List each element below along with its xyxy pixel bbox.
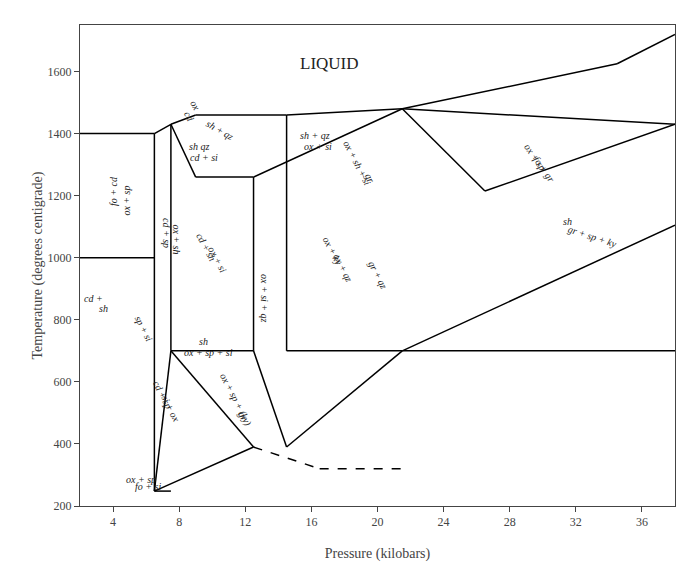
svg-text:8: 8 xyxy=(176,515,182,529)
svg-text:16: 16 xyxy=(305,515,317,529)
svg-text:gr + qz: gr + qz xyxy=(366,259,389,290)
svg-text:200: 200 xyxy=(54,499,72,513)
svg-text:1200: 1200 xyxy=(48,189,72,203)
svg-text:ox + si: ox + si xyxy=(304,141,332,152)
svg-text:ox: ox xyxy=(188,99,202,113)
svg-text:sh: sh xyxy=(199,336,208,347)
svg-text:cd +: cd + xyxy=(84,293,103,304)
svg-text:LIQUID: LIQUID xyxy=(300,54,359,73)
svg-text:ox + sp: ox + sp xyxy=(121,186,132,216)
svg-text:cd + sp: cd + sp xyxy=(151,379,174,411)
svg-text:4: 4 xyxy=(110,515,116,529)
svg-text:ox + sp + (ky): ox + sp + (ky) xyxy=(217,371,254,428)
svg-text:12: 12 xyxy=(239,515,251,529)
svg-text:400: 400 xyxy=(54,437,72,451)
svg-text:sh qz: sh qz xyxy=(189,141,209,152)
svg-text:1000: 1000 xyxy=(48,251,72,265)
svg-text:ox + sh: ox + sh xyxy=(171,224,182,254)
svg-text:gr: gr xyxy=(363,171,377,184)
svg-text:36: 36 xyxy=(636,515,648,529)
svg-text:ox + si + qz: ox + si + qz xyxy=(259,274,270,323)
svg-text:sh: sh xyxy=(563,216,572,227)
svg-text:ox + sp + si: ox + sp + si xyxy=(184,347,233,358)
svg-text:Temperature (degrees centigrad: Temperature (degrees centigrade) xyxy=(30,171,46,359)
svg-text:fo + si: fo + si xyxy=(135,481,161,492)
svg-text:ox + si: ox + si xyxy=(206,245,229,275)
svg-text:sp + si: sp + si xyxy=(133,314,155,344)
svg-text:gr: gr xyxy=(236,410,250,423)
svg-text:ox + sh + si: ox + sh + si xyxy=(341,139,373,187)
svg-text:si + ox: si + ox xyxy=(159,393,182,423)
svg-text:ox + sp: ox + sp xyxy=(126,474,156,485)
svg-text:fo + gr: fo + gr xyxy=(531,154,556,184)
svg-text:sh + qz: sh + qz xyxy=(204,118,235,142)
svg-text:600: 600 xyxy=(54,375,72,389)
svg-text:ox + qz: ox + qz xyxy=(331,252,355,284)
svg-text:sh: sh xyxy=(99,303,108,314)
svg-text:800: 800 xyxy=(54,313,72,327)
svg-text:fo + cd: fo + cd xyxy=(108,176,119,206)
svg-text:28: 28 xyxy=(504,515,516,529)
svg-text:cd + si: cd + si xyxy=(190,152,218,163)
svg-text:1600: 1600 xyxy=(48,65,72,79)
svg-text:ox + sp: ox + sp xyxy=(522,142,548,173)
svg-text:ox + ky: ox + ky xyxy=(321,235,345,267)
svg-text:gr + sp + ky: gr + sp + ky xyxy=(567,223,619,249)
svg-text:32: 32 xyxy=(570,515,582,529)
svg-text:24: 24 xyxy=(438,515,450,529)
svg-text:20: 20 xyxy=(372,515,384,529)
svg-text:cd + sp: cd + sp xyxy=(161,218,172,248)
svg-text:cd: cd xyxy=(182,110,197,124)
svg-text:Pressure (kilobars): Pressure (kilobars) xyxy=(325,546,431,562)
svg-text:sh + qz: sh + qz xyxy=(300,130,330,141)
svg-text:1400: 1400 xyxy=(48,127,72,141)
svg-text:cd + sh: cd + sh xyxy=(194,231,218,263)
